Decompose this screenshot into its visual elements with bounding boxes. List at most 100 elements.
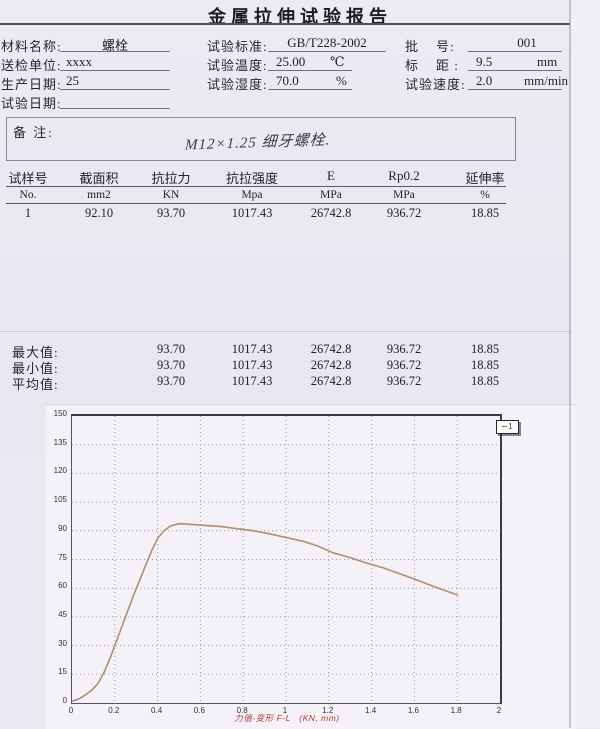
table-cell: 1017.43 [231,206,273,220]
y-axis-tick-label: 0 [62,696,67,705]
table-cell: 92.10 [84,206,114,220]
underline [268,51,386,52]
table-unit-header: MPa [320,189,342,201]
table-rule [6,203,506,204]
summary-row-label: 最大值: [12,345,59,360]
production-date-label: 生产日期: [1,77,62,92]
y-axis-tick-label: 135 [53,437,67,447]
title-divider [0,23,570,25]
summary-value: 18.85 [470,342,500,356]
inspection-unit-label: 送检单位: [1,58,62,73]
gauge-length-value: 9.5 [476,54,493,69]
x-axis-tick-label: 0.6 [193,706,205,715]
underline [60,89,170,90]
chart: 力值-变形 F-L (KN, mm) 1 0 15 30 45 60 75 90 105 120… [46,404,576,729]
x-axis-caption: 力值-变形 F-L (KN, mm) [234,713,340,723]
gauge-length-label: 标 距 : [405,58,459,73]
x-axis-tick-label: 1 [282,706,288,715]
humidity-label: 试验湿度: [207,77,268,92]
humidity-unit: % [336,73,347,88]
table-column-header: 延伸率 [465,171,505,186]
inspection-unit-value: xxxx [66,54,92,69]
temperature-label: 试验温度: [207,58,268,73]
remarks-label: 备 注: [13,125,54,140]
table-cell: 93.70 [156,206,186,220]
summary-value: 18.85 [470,374,500,388]
summary-value: 18.85 [470,358,500,372]
page-fold-line [569,0,571,728]
y-axis-tick-label: 150 [53,409,67,418]
summary-value: 26742.8 [310,358,352,372]
test-speed-unit: mm/min [524,73,569,88]
x-axis-tick-label: 0.8 [236,706,248,715]
table-unit-header: MPa [393,189,415,201]
table-column-header: 截面积 [79,171,119,186]
summary-value: 93.70 [156,358,186,372]
underline [268,70,352,71]
table-unit-header: mm2 [87,189,111,201]
plot-area [71,414,502,704]
y-axis-tick-label: 120 [53,466,67,476]
summary-value: 26742.8 [310,342,352,356]
x-axis-tick-label: 0.2 [108,706,120,715]
table-cell: 18.85 [470,206,500,220]
standard-value: GB/T228-2002 [287,35,367,50]
summary-value: 1017.43 [231,342,273,356]
summary-value: 93.70 [156,374,186,388]
summary-row-label: 平均值: [12,377,59,392]
summary-row-label: 最小值: [12,361,59,376]
table-column-header: E [327,168,335,183]
underline [60,108,170,109]
summary-value: 936.72 [386,358,422,372]
table-cell: 26742.8 [310,206,352,220]
batch-number-value: 001 [517,35,537,50]
table-column-header: 试样号 [8,171,48,186]
page-title: 金属拉伸试验报告 [208,7,392,27]
x-axis-tick-label: 0 [68,706,74,715]
y-axis-tick-label: 90 [58,523,67,533]
table-cell: 1 [24,206,32,220]
y-axis-tick-label: 60 [58,581,67,591]
table-unit-header: % [480,189,490,201]
gauge-length-unit: mm [537,54,558,69]
underline [468,70,562,71]
temperature-value: 25.00 [276,54,306,69]
underline [60,70,170,71]
legend-series-label: 1 [508,422,513,431]
x-axis-tick-label: 1.4 [365,706,377,715]
remarks-box: 备 注: M12×1.25 细牙螺栓. [6,117,516,161]
table-unit-header: No. [19,189,37,201]
x-axis-tick-label: 1.6 [407,706,419,715]
y-axis-tick-label: 105 [53,495,67,505]
y-axis-tick-label: 30 [58,638,67,648]
y-axis-tick-label: 15 [58,667,67,677]
table-cell: 936.72 [386,206,422,220]
test-speed-value: 2.0 [476,73,493,88]
curve-series-1 [72,522,459,702]
summary-value: 1017.43 [231,374,273,388]
humidity-value: 70.0 [276,73,299,88]
scan-artifact-line [0,331,570,332]
y-axis-tick-label: 45 [58,609,67,619]
table-rule [6,186,506,187]
table-column-header: Rp0.2 [388,168,420,183]
summary-value: 26742.8 [310,374,352,388]
x-axis-tick-label: 0.4 [151,706,163,715]
production-date-value: 25 [66,73,79,88]
table-unit-header: KN [162,189,180,201]
material-name-value: 螺栓 [101,38,128,53]
material-name-label: 材料名称: [1,39,62,54]
summary-value: 1017.43 [231,358,273,372]
y-axis-tick-label: 75 [58,552,67,562]
x-axis-tick-label: 1.2 [322,706,334,715]
handwritten-note: M12×1.25 细牙螺栓. [184,132,331,154]
underline [60,51,170,52]
x-axis-tick-label: 1.8 [450,706,462,715]
underline [468,89,562,90]
underline [468,51,562,52]
batch-number-label: 批 号: [405,39,455,54]
table-unit-header: Mpa [241,189,263,201]
legend-line-sample [502,426,508,427]
temperature-unit: ℃ [330,54,345,69]
